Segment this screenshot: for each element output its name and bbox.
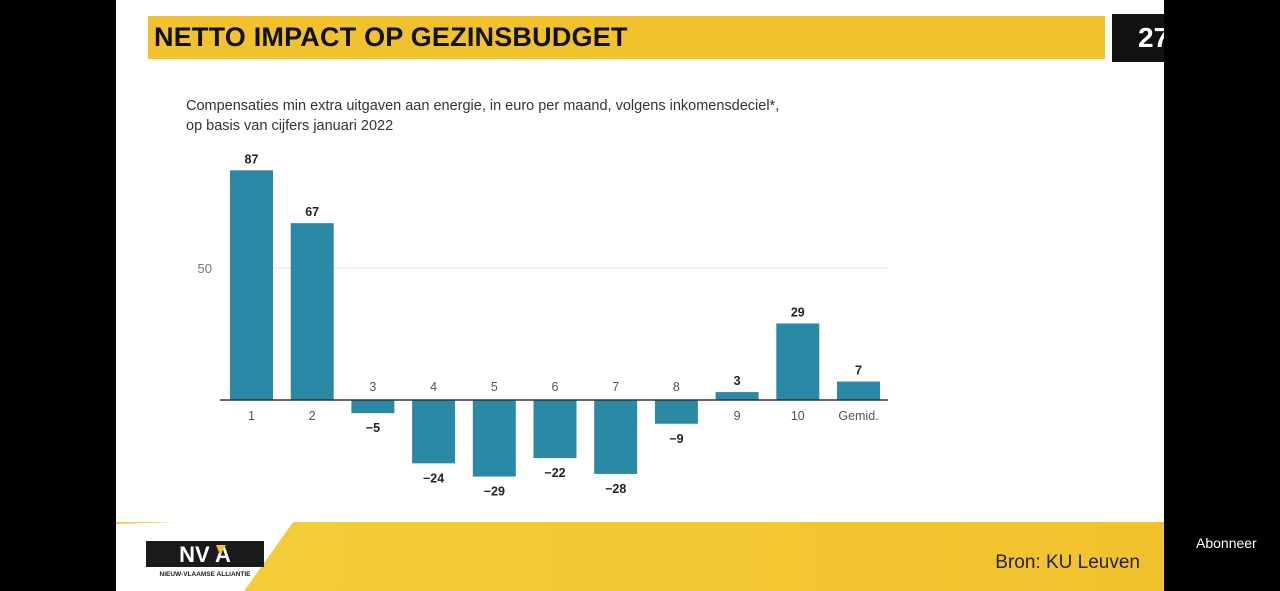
bar-10 [776, 323, 820, 400]
bar-9 [715, 392, 759, 400]
bar-3 [351, 400, 395, 414]
x-tick-label: 7 [612, 380, 619, 394]
data-label: 7 [855, 364, 862, 378]
data-label: 87 [245, 152, 259, 166]
data-label: 3 [734, 374, 741, 388]
x-tick-label: 10 [791, 409, 805, 423]
data-label: 29 [791, 305, 805, 319]
page-number-box: 27 [1112, 14, 1164, 62]
data-label: 67 [305, 205, 319, 219]
chart-subtitle: Compensaties min extra uitgaven aan ener… [186, 96, 779, 136]
x-tick-label: 8 [673, 380, 680, 394]
bar-6 [533, 400, 577, 459]
bar-chart: 50 87 1 67 2 −5 3 −24 4 −29 5 −22 6 −28 7 −9 8 3 9 29 10 7 Gem… [198, 152, 888, 499]
bar-4 [412, 400, 456, 464]
data-label: −5 [366, 421, 380, 435]
bar-11 [837, 381, 880, 400]
x-tick-label: 9 [734, 409, 741, 423]
slide-title: NETTO IMPACT OP GEZINSBUDGET [154, 22, 628, 52]
data-label: −22 [544, 466, 565, 480]
data-label: −24 [423, 471, 444, 485]
logo-subtext: NIEUW-VLAAMSE ALLIANTIE [160, 571, 252, 578]
x-tick-label: 5 [491, 380, 498, 394]
logo-arrow-icon [216, 545, 226, 555]
y-tick-label: 50 [198, 261, 212, 276]
x-tick-label: 2 [309, 409, 316, 423]
data-label: −9 [669, 432, 683, 446]
bar-1 [230, 170, 273, 400]
subtitle-line-1: Compensaties min extra uitgaven aan ener… [186, 98, 780, 114]
source-label: Bron: KU Leuven [995, 552, 1140, 573]
nva-logo: NV A NIEUW-VLAAMSE ALLIANTIE [146, 541, 264, 578]
x-tick-label: 6 [552, 380, 559, 394]
footer-band [116, 522, 1164, 591]
bar-5 [472, 400, 516, 477]
slide: NETTO IMPACT OP GEZINSBUDGET 27 Compensa… [116, 0, 1164, 591]
data-label: −29 [484, 485, 505, 499]
subtitle-line-2: op basis van cijfers januari 2022 [186, 118, 394, 134]
x-tick-label: 3 [369, 380, 376, 394]
data-label: −28 [605, 482, 626, 496]
page-number: 27 [1138, 22, 1164, 53]
subscribe-button[interactable]: Abonneer [1196, 535, 1257, 551]
x-tick-label: 1 [248, 409, 255, 423]
bar-7 [594, 400, 638, 474]
bar-8 [654, 400, 698, 424]
x-tick-label: 4 [430, 380, 437, 394]
x-tick-label: Gemid. [838, 409, 878, 423]
bar-2 [290, 223, 334, 400]
title-bar: NETTO IMPACT OP GEZINSBUDGET [148, 16, 1105, 59]
